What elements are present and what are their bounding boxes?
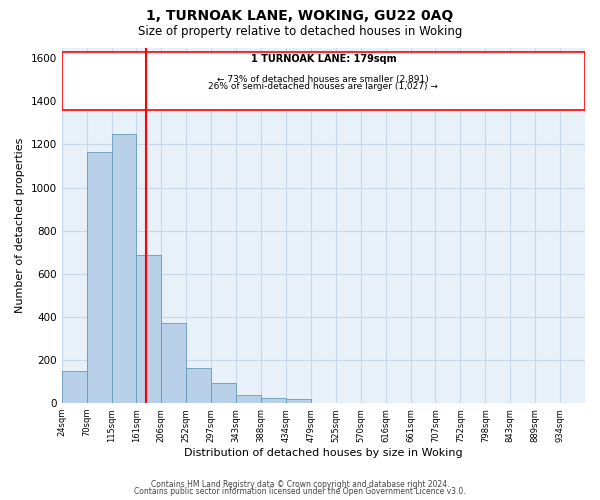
Bar — [286, 399, 311, 403]
Text: Contains HM Land Registry data © Crown copyright and database right 2024.: Contains HM Land Registry data © Crown c… — [151, 480, 449, 489]
FancyBboxPatch shape — [62, 52, 585, 110]
Text: Contains public sector information licensed under the Open Government Licence v3: Contains public sector information licen… — [134, 488, 466, 496]
Text: ← 73% of detached houses are smaller (2,891): ← 73% of detached houses are smaller (2,… — [217, 76, 429, 84]
Bar — [236, 395, 261, 403]
Text: Size of property relative to detached houses in Woking: Size of property relative to detached ho… — [138, 25, 462, 38]
Bar — [161, 324, 186, 403]
Bar — [112, 134, 136, 403]
X-axis label: Distribution of detached houses by size in Woking: Distribution of detached houses by size … — [184, 448, 463, 458]
Text: 26% of semi-detached houses are larger (1,027) →: 26% of semi-detached houses are larger (… — [208, 82, 438, 91]
Bar — [136, 256, 161, 403]
Text: 1 TURNOAK LANE: 179sqm: 1 TURNOAK LANE: 179sqm — [251, 54, 396, 64]
Text: 1, TURNOAK LANE, WOKING, GU22 0AQ: 1, TURNOAK LANE, WOKING, GU22 0AQ — [146, 9, 454, 23]
Y-axis label: Number of detached properties: Number of detached properties — [15, 138, 25, 313]
Bar — [62, 371, 86, 403]
Bar — [86, 152, 112, 403]
Bar — [186, 368, 211, 403]
Bar — [261, 398, 286, 403]
Bar — [211, 384, 236, 403]
